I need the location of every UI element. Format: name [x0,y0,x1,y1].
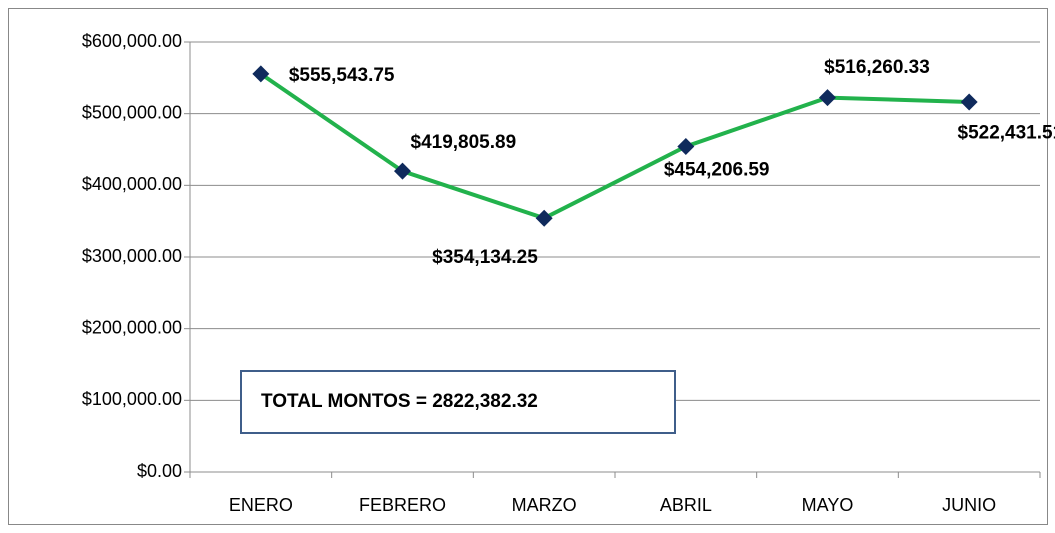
y-tick-label: $500,000.00 [82,102,182,122]
marker [394,162,411,180]
x-tick-label: FEBRERO [359,495,446,515]
y-tick-label: $600,000.00 [82,31,182,51]
marker [960,93,978,111]
line [259,72,970,221]
x-tick-label: MARZO [512,495,577,515]
marker [819,89,836,107]
data-label: $419,805.89 [411,132,517,153]
x-tick-label: ENERO [229,495,293,515]
y-tick-label: $200,000.00 [82,317,182,337]
y-tick-label: $400,000.00 [82,174,182,194]
annotation-box [240,370,676,434]
y-tick-label: $0.00 [137,461,182,481]
chart-border [8,8,1048,525]
annotation: TOTAL MONTOS = 2822,382.32 [261,391,538,412]
data-label: $354,134.25 [432,247,538,268]
y-tick-label: $300,000.00 [82,246,182,266]
y-tick-label: $100,000.00 [82,389,182,409]
x-tick-label: ABRIL [660,495,712,515]
marker [677,137,695,155]
x-tick-label: JUNIO [942,495,996,515]
data-label: $454,206.59 [664,160,770,181]
data-label: $555,543.75 [289,65,395,86]
marker [252,65,270,83]
data-label: $522,431.51 [958,123,1055,144]
marker [535,209,553,227]
data-label: $516,260.33 [824,57,930,78]
x-tick-label: MAYO [802,495,854,515]
